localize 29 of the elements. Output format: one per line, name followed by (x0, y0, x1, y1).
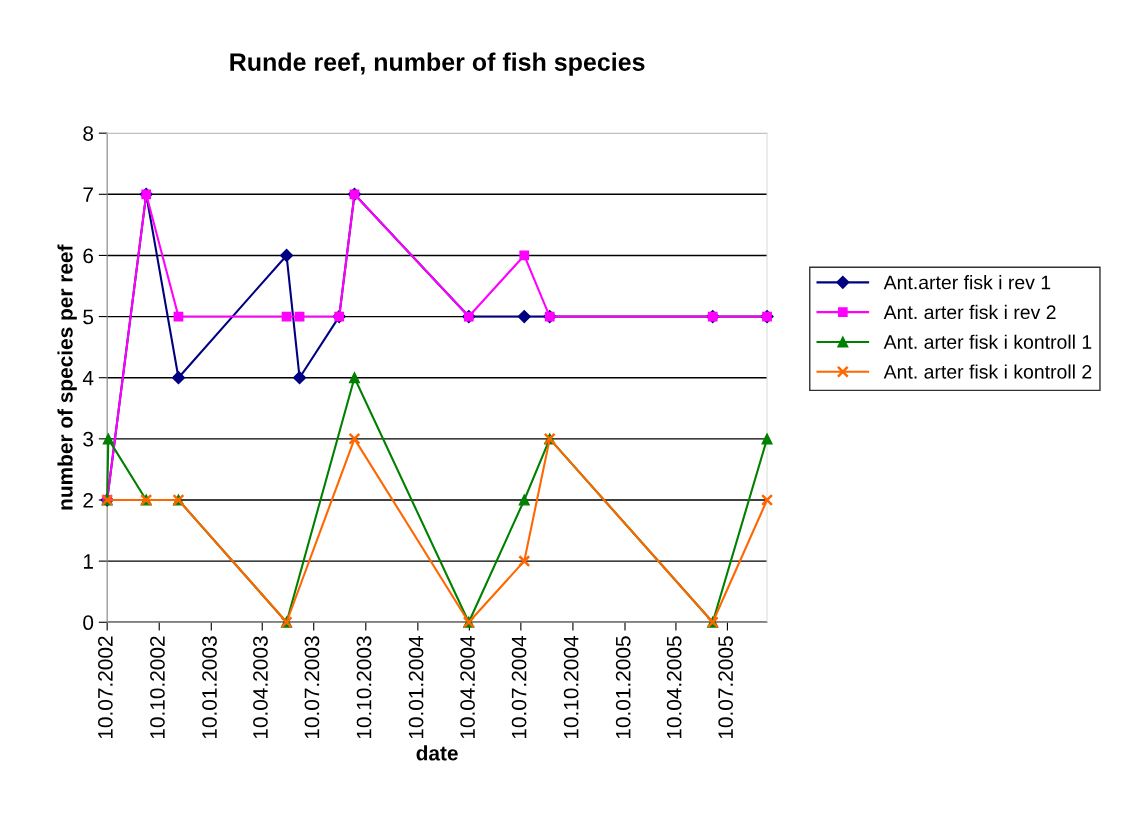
x-tick-label: 10.01.2003 (202, 636, 217, 739)
x-tick-label: 10.10.2003 (356, 636, 372, 739)
y-tick-label: 7 (83, 187, 93, 202)
y-tick-label: 4 (82, 370, 94, 386)
y-tick-label: 3 (83, 431, 94, 447)
x-tick-label: 10.04.2003 (253, 636, 268, 739)
legend-label: Ant. arter fisk i kontroll 2 (883, 364, 1092, 379)
y-tick-label: 8 (83, 126, 94, 141)
y-tick-label: 1 (83, 554, 93, 569)
x-tick-label: 10.10.2004 (563, 636, 579, 739)
y-tick-label: 0 (83, 615, 94, 631)
x-tick-label: 10.07.2002 (98, 636, 113, 739)
x-tick-label: 10.10.2002 (150, 636, 165, 739)
y-axis-title: number of species per reef (57, 244, 77, 510)
chart-title: Runde reef, number of fish species (230, 52, 645, 76)
x-tick-label: 10.07.2005 (718, 636, 734, 739)
legend-label: Ant. arter fisk i kontroll 1 (883, 334, 1092, 349)
x-tick-label: 10.04.2004 (460, 636, 475, 739)
x-tick-label: 10.04.2005 (666, 636, 682, 739)
x-tick-label: 10.01.2005 (615, 636, 631, 739)
legend-label: Ant.arter fisk i rev 1 (883, 275, 1051, 290)
legend-label: Ant. arter fisk i rev 2 (883, 304, 1056, 320)
y-tick-label: 2 (83, 492, 93, 508)
y-tick-label: 5 (83, 309, 94, 325)
x-tick-label: 10.07.2004 (511, 636, 527, 739)
x-axis-title: date (416, 745, 458, 761)
x-tick-label: 10.01.2004 (408, 636, 424, 739)
y-tick-label: 6 (83, 248, 94, 264)
x-tick-label: 10.07.2003 (304, 636, 320, 739)
